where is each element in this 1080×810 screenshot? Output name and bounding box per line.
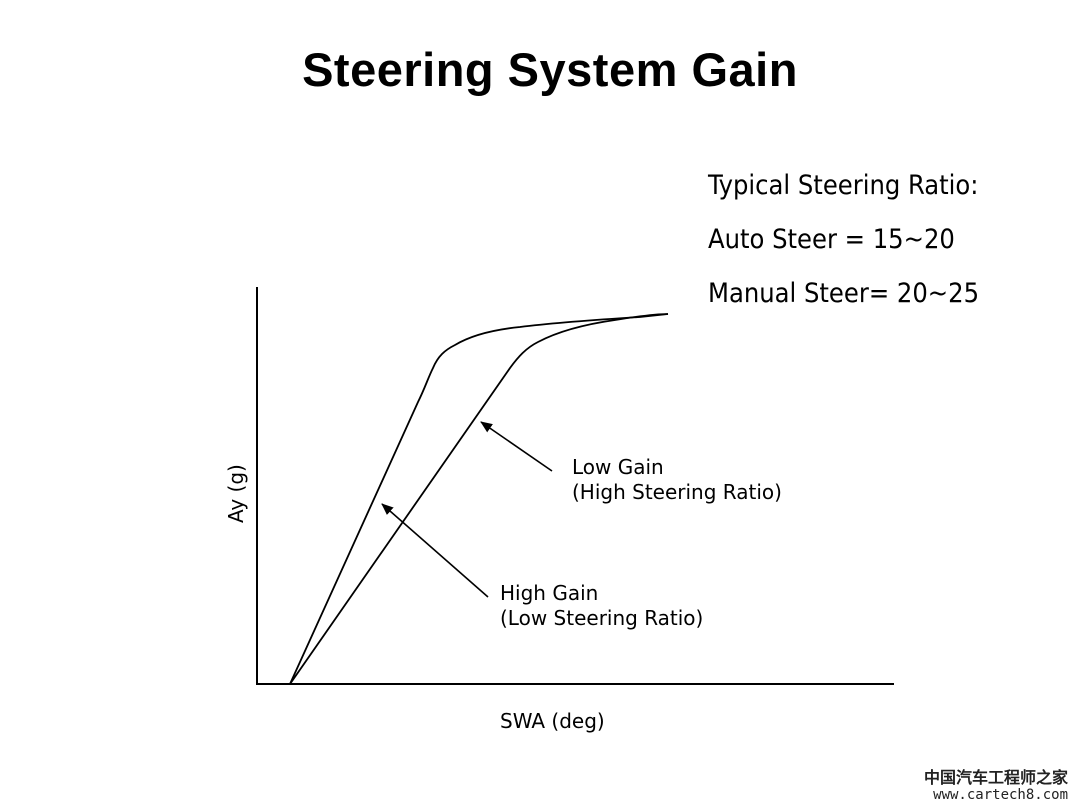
low-gain-label: Low Gain bbox=[572, 455, 664, 479]
y-axis-label: Ay (g) bbox=[224, 464, 248, 523]
high-gain-sublabel: (Low Steering Ratio) bbox=[500, 606, 703, 630]
manual-steer-ratio: Manual Steer= 20~25 bbox=[708, 278, 980, 309]
low-gain-sublabel: (High Steering Ratio) bbox=[572, 480, 782, 504]
low-gain-arrow bbox=[480, 421, 553, 472]
steering-ratio-heading: Typical Steering Ratio: bbox=[708, 170, 979, 201]
high-gain-curve bbox=[289, 313, 669, 685]
auto-steer-ratio: Auto Steer = 15~20 bbox=[708, 224, 955, 255]
slide-title: Steering System Gain bbox=[302, 43, 798, 96]
high-gain-arrow bbox=[381, 503, 489, 598]
low-gain-curve bbox=[289, 313, 669, 685]
x-axis-label: SWA (deg) bbox=[500, 709, 605, 733]
high-gain-label: High Gain bbox=[500, 581, 598, 605]
watermark-logo-text: 中国汽车工程师之家 bbox=[923, 768, 1068, 787]
watermark-url: www.cartech8.com bbox=[933, 787, 1068, 803]
